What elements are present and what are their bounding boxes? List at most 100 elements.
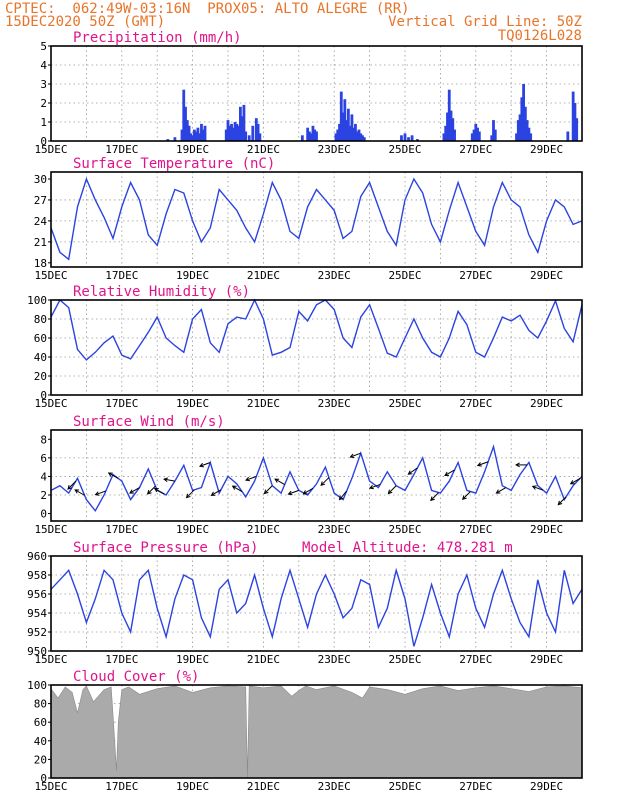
y-tick-label: 8: [40, 433, 47, 446]
plot-frame: [50, 684, 583, 779]
x-tick-label: 21DEC: [247, 397, 280, 410]
precip-bar: [231, 127, 235, 141]
y-tick-label: 0: [40, 772, 47, 785]
wind-arrow: [303, 487, 314, 495]
x-tick-label: 19DEC: [176, 780, 209, 793]
wind-arrow-head: [74, 489, 80, 494]
x-tick-label: 29DEC: [530, 780, 563, 793]
wind-arrow: [408, 467, 418, 475]
wind-arrow: [186, 489, 195, 498]
wind-arrow: [245, 475, 257, 481]
wind-arrow: [129, 487, 140, 494]
wind-arrow-head: [185, 493, 191, 499]
wind-arrow-head: [210, 491, 216, 496]
wind-title: Surface Wind (m/s): [73, 414, 225, 430]
precip-bar: [444, 125, 448, 141]
precip-bar: [348, 125, 352, 141]
x-tick-label: 25DEC: [388, 269, 421, 282]
x-tick-label: 21DEC: [247, 523, 280, 536]
wind-arrow-head: [461, 495, 467, 500]
precip-bar: [191, 135, 194, 141]
wind-line: [50, 444, 583, 513]
wind-arrow-head: [274, 478, 280, 483]
precip-bar: [447, 89, 451, 141]
y-tick-label: 6: [40, 452, 47, 465]
y-tick-label: 21: [34, 236, 47, 249]
precip-bar: [235, 123, 239, 141]
wind-arrow: [350, 452, 361, 458]
wind-arrow-head: [515, 462, 520, 468]
x-tick-label: 21DEC: [247, 780, 280, 793]
wind-arrow-head: [245, 476, 251, 482]
x-tick-label: 17DEC: [105, 523, 138, 536]
y-tick-label: 60: [34, 332, 47, 345]
precip-bar: [334, 133, 338, 141]
wind-arrow: [199, 462, 211, 467]
wind-arrow: [532, 485, 544, 491]
header-run-date: 15DEC2020 50Z (GMT): [5, 14, 166, 30]
x-tick-label: 23DEC: [318, 653, 351, 666]
precip-bar: [338, 123, 341, 141]
wind-arrow-head: [368, 484, 374, 490]
y-tick-label: 80: [34, 313, 47, 326]
wind-arrow-head: [287, 490, 293, 496]
header-model-id: TQ0126L028: [497, 28, 582, 44]
precip-bar: [449, 110, 453, 141]
wind-panel: 0 2 4 6 8 15DEC 17DEC 19DEC 21DEC 23DEC 25DEC 27DEC…: [34, 414, 583, 536]
x-tick-label: 27DEC: [459, 653, 492, 666]
precip-bar: [529, 133, 533, 141]
y-tick-label: 27: [34, 194, 47, 207]
precip-panel: 0 1 2 3 4 5 15DEC 17DEC 19DEC 21DEC 23DEC 25DEC 27DE…: [34, 30, 583, 156]
y-tick-label: 18: [34, 257, 47, 270]
precip-bar: [477, 131, 481, 141]
y-tick-label: 950: [27, 645, 47, 658]
precip-bar: [527, 127, 531, 141]
precip-bar: [575, 118, 579, 141]
plot-frame: [50, 555, 583, 652]
x-tick-label: 29DEC: [530, 653, 563, 666]
precip-bar: [200, 123, 203, 141]
x-tick-label: 17DEC: [105, 143, 138, 156]
x-tick-label: 29DEC: [530, 523, 563, 536]
wind-arrow-head: [231, 485, 237, 490]
precip-bar: [187, 125, 191, 141]
x-tick-label: 15DEC: [34, 397, 67, 410]
precip-bar: [415, 139, 419, 141]
wind-arrow-head: [531, 485, 537, 490]
precip-bar: [228, 125, 232, 141]
wind-arrow: [74, 489, 85, 496]
precip-bar: [522, 84, 525, 141]
x-tick-label: 27DEC: [459, 397, 492, 410]
y-tick-label: 40: [34, 735, 47, 748]
precip-bar: [256, 123, 260, 141]
wind-arrow-head: [153, 488, 159, 493]
cloud-panel: 0 20 40 60 80 100 15DEC 17DEC 19DEC 21DEC 23DEC 25D…: [27, 669, 583, 793]
wind-arrow: [339, 490, 347, 500]
y-tick-label: 956: [27, 588, 47, 601]
precip-bar: [336, 129, 340, 141]
precip-bar: [472, 129, 476, 141]
precip-bar: [237, 125, 241, 141]
humidity-panel: 0 20 40 60 80 100 15DEC 17DEC 19DEC 21DEC 23DEC 25D…: [27, 284, 583, 410]
wind-arrow: [274, 478, 285, 486]
x-tick-label: 23DEC: [318, 143, 351, 156]
precip-bar: [493, 129, 497, 141]
x-tick-label: 23DEC: [318, 780, 351, 793]
wind-arrow: [570, 477, 581, 485]
precip-bar: [350, 114, 354, 141]
wind-arrow-head: [430, 496, 435, 502]
x-tick-label: 21DEC: [247, 269, 280, 282]
wind-arrow-head: [198, 462, 204, 468]
wind-arrow: [211, 489, 222, 496]
wind-arrow: [477, 461, 489, 466]
wind-arrow-head: [387, 489, 393, 495]
x-tick-label: 23DEC: [318, 269, 351, 282]
x-tick-label: 15DEC: [34, 653, 67, 666]
precip-bar: [343, 99, 347, 141]
y-tick-label: 954: [27, 607, 47, 620]
precip-bar: [442, 133, 446, 141]
x-tick-label: 29DEC: [530, 397, 563, 410]
precip-bar: [182, 89, 186, 141]
y-tick-label: 20: [34, 370, 47, 383]
